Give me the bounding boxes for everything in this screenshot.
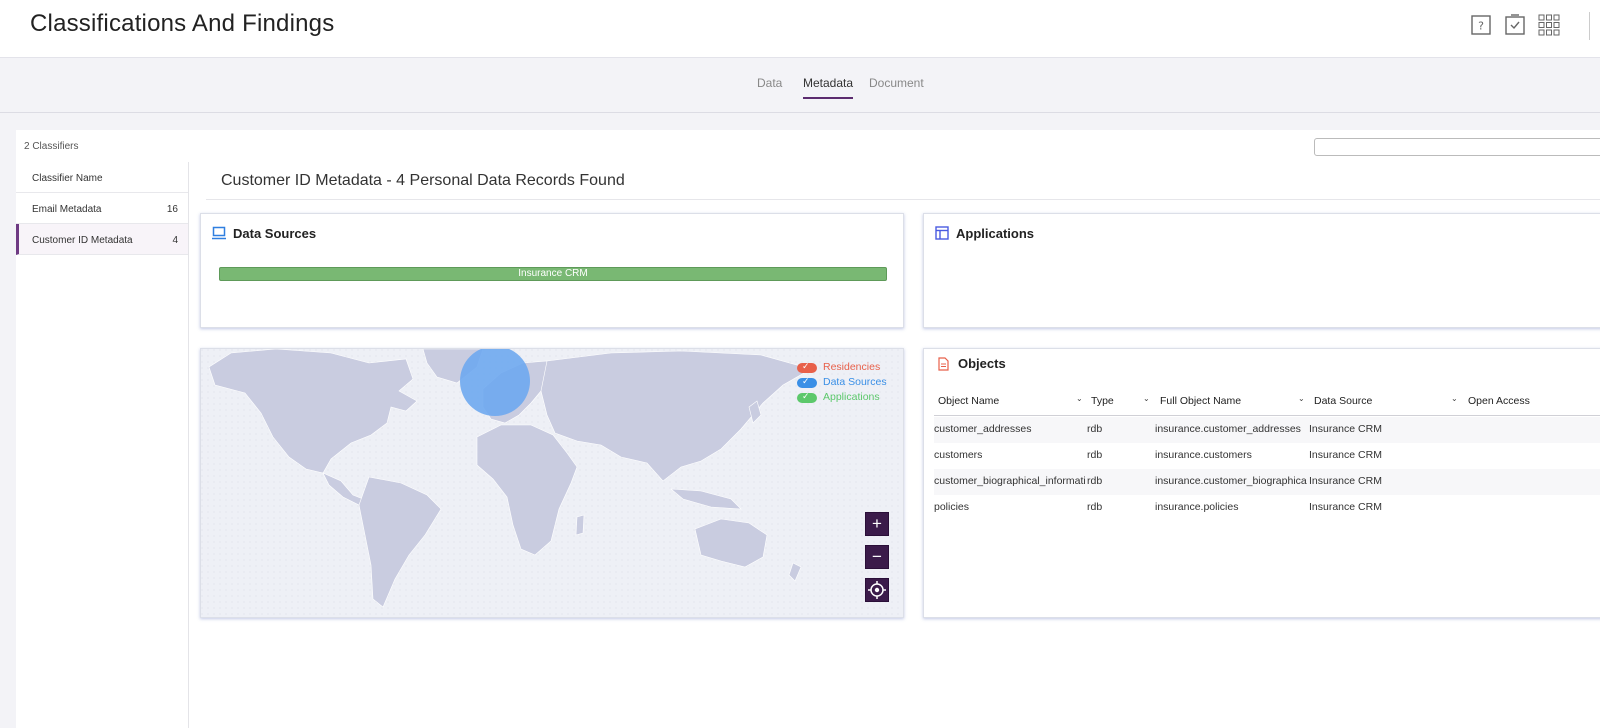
cell-type: rdb [1087, 501, 1103, 513]
legend-data-sources[interactable]: Data Sources [795, 376, 887, 391]
data-sources-title: Data Sources [233, 226, 317, 241]
toggle-on-icon[interactable] [797, 361, 817, 373]
tab-data[interactable]: Data [757, 76, 783, 90]
classifier-item-email-metadata[interactable]: Email Metadata 16 [16, 193, 188, 224]
legend-residencies[interactable]: Residencies [795, 361, 887, 376]
legend-label: Data Sources [823, 376, 887, 388]
chevron-down-icon[interactable]: ⌄ [1143, 394, 1150, 403]
world-map-card[interactable]: Residencies Data Sources Applications + … [200, 348, 904, 618]
column-header-type[interactable]: Type ⌄ [1091, 394, 1150, 407]
objects-card: Objects Object Name ⌄ Type ⌄ Full Object N… [923, 348, 1600, 618]
layout-icon [935, 226, 949, 240]
classifier-name-header: Classifier Name [32, 173, 103, 184]
header-actions: ? [1470, 14, 1560, 36]
header-divider [1589, 12, 1590, 40]
cell-full-object-name: insurance.policies [1155, 501, 1239, 513]
classifier-list-header: Classifier Name [16, 162, 188, 193]
svg-text:?: ? [1478, 20, 1484, 33]
cell-object-name: customer_biographical_information [934, 475, 1086, 487]
data-source-bar-insurance-crm[interactable]: Insurance CRM [219, 267, 887, 281]
column-header-open-access[interactable]: Open Access [1468, 395, 1530, 407]
column-header-full-object-name[interactable]: Full Object Name ⌄ [1160, 394, 1305, 407]
tab-bar: Data Metadata Document [0, 58, 1600, 113]
chevron-down-icon[interactable]: ⌄ [1298, 394, 1305, 403]
crosshair-icon [868, 581, 886, 599]
search-input[interactable] [1314, 138, 1600, 156]
cell-data-source: Insurance CRM [1309, 449, 1382, 461]
zoom-out-button[interactable]: − [865, 545, 889, 569]
zoom-in-button[interactable]: + [865, 512, 889, 536]
tasks-icon[interactable] [1504, 14, 1526, 36]
computer-icon [212, 226, 226, 240]
chevron-down-icon[interactable]: ⌄ [1451, 394, 1458, 403]
cell-full-object-name: insurance.customer_addresses [1155, 423, 1301, 435]
cell-full-object-name: insurance.customers [1155, 449, 1252, 461]
cell-data-source: Insurance CRM [1309, 423, 1382, 435]
apps-grid-icon[interactable] [1538, 14, 1560, 36]
column-header-label: Type [1091, 395, 1114, 407]
legend-applications[interactable]: Applications [795, 391, 887, 406]
column-header-data-source[interactable]: Data Source ⌄ [1314, 394, 1458, 407]
table-row[interactable]: policies rdb insurance.policies Insuranc… [934, 495, 1600, 521]
map-legend: Residencies Data Sources Applications [795, 361, 887, 406]
toggle-on-icon[interactable] [797, 391, 817, 403]
classifier-item-count: 16 [166, 204, 178, 215]
table-row[interactable]: customers rdb insurance.customers Insura… [934, 443, 1600, 469]
cell-data-source: Insurance CRM [1309, 501, 1382, 513]
classifier-item-count: 4 [172, 235, 178, 246]
column-header-label: Full Object Name [1160, 395, 1242, 407]
help-icon[interactable]: ? [1470, 14, 1492, 36]
legend-label: Residencies [823, 361, 881, 373]
column-header-label: Open Access [1468, 395, 1530, 407]
objects-title: Objects [958, 356, 1006, 371]
cell-type: rdb [1087, 475, 1103, 487]
column-header-label: Data Source [1314, 395, 1373, 407]
recenter-button[interactable] [865, 578, 889, 602]
chevron-down-icon[interactable]: ⌄ [1076, 394, 1083, 403]
table-row[interactable]: customer_addresses rdb insurance.custome… [934, 417, 1600, 443]
cell-type: rdb [1087, 449, 1103, 461]
cell-object-name: customers [934, 449, 983, 461]
page-title: Classifications And Findings [30, 10, 335, 37]
app-header: Classifications And Findings ? [0, 0, 1600, 58]
column-header-label: Object Name [938, 395, 1000, 407]
data-sources-card: Data Sources Insurance CRM [200, 213, 904, 328]
data-source-bubble[interactable] [460, 349, 530, 416]
cell-object-name: customer_addresses [934, 423, 1032, 435]
classifier-item-label: Customer ID Metadata [32, 235, 133, 246]
continents [208, 349, 812, 608]
document-icon [938, 357, 949, 371]
applications-card: Applications [923, 213, 1600, 328]
main-panel: 2 Classifiers Classifier Name Email Meta… [16, 130, 1600, 728]
classifier-count: 2 Classifiers [24, 141, 79, 152]
world-map[interactable] [201, 349, 904, 618]
toggle-on-icon[interactable] [797, 376, 817, 388]
applications-title: Applications [956, 226, 1035, 241]
section-divider [206, 199, 1600, 200]
tab-document[interactable]: Document [869, 76, 924, 90]
classifier-item-label: Email Metadata [32, 204, 102, 215]
cell-object-name: policies [934, 501, 970, 513]
tab-metadata[interactable]: Metadata [803, 76, 854, 99]
cell-type: rdb [1087, 423, 1103, 435]
table-header-divider [934, 415, 1600, 416]
cell-data-source: Insurance CRM [1309, 475, 1382, 487]
classifier-list: Classifier Name Email Metadata 16 Custom… [16, 162, 189, 728]
section-title: Customer ID Metadata - 4 Personal Data R… [221, 172, 625, 189]
legend-label: Applications [823, 391, 880, 403]
column-header-object-name[interactable]: Object Name ⌄ [938, 394, 1083, 407]
cell-full-object-name: insurance.customer_biographical_informat… [1155, 475, 1307, 487]
table-row[interactable]: customer_biographical_information rdb in… [934, 469, 1600, 495]
classifier-item-customer-id-metadata[interactable]: Customer ID Metadata 4 [16, 224, 188, 255]
